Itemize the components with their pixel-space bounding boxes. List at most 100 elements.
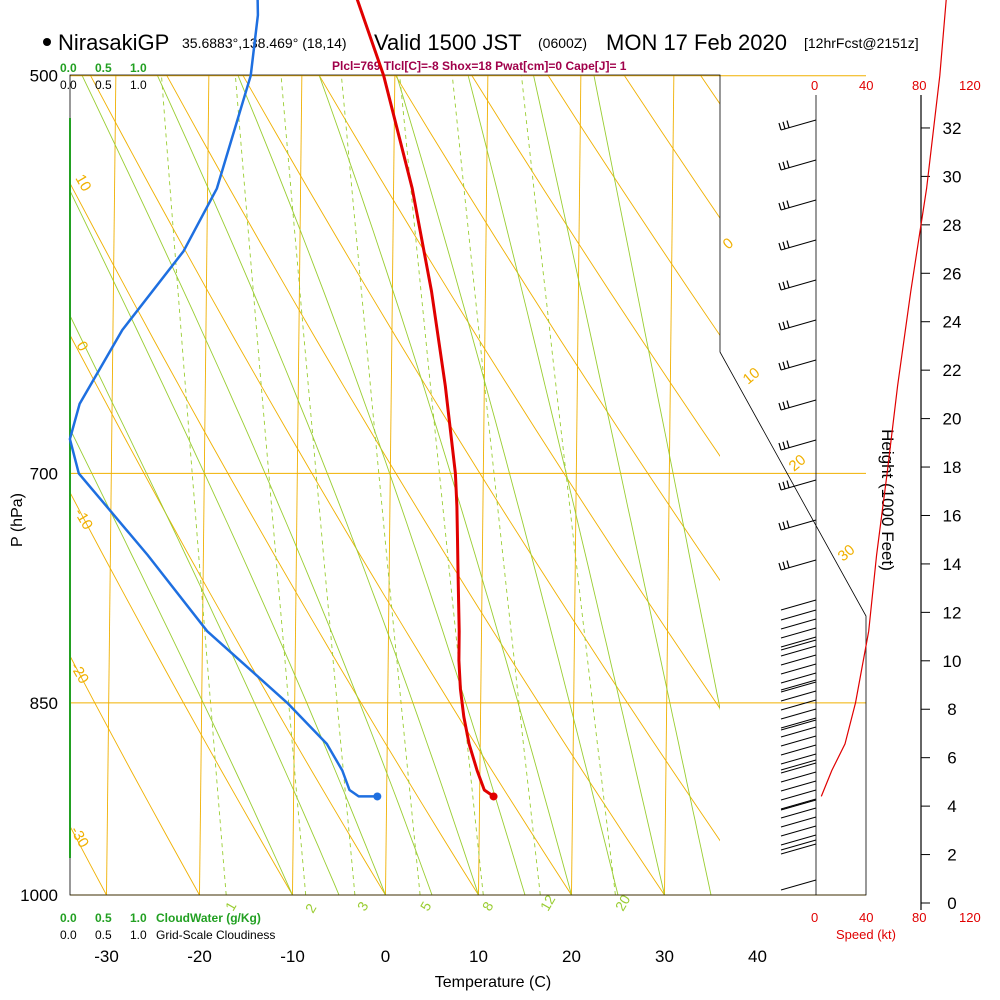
wind-barb (780, 479, 817, 491)
temperature-surface-point (489, 792, 498, 801)
isotherm-label: 20 (786, 451, 810, 475)
dry-adiabat-line (623, 75, 720, 219)
wind-barb (780, 119, 817, 131)
isotherm-line (385, 75, 396, 895)
speed-tick-bottom-0: 0 (811, 910, 818, 925)
wind-barb (780, 599, 817, 611)
height-tick-label: 26 (943, 264, 962, 283)
dry-adiabat-line (70, 334, 386, 895)
isotherm-line (664, 75, 675, 895)
station-coords: 35.6883°,138.469° (18,14) (182, 35, 347, 51)
wind-barb-flag (786, 520, 790, 528)
valid-date: MON 17 Feb 2020 (606, 30, 787, 55)
wind-barb-flag (786, 320, 790, 328)
wind-barb-flag (782, 161, 786, 169)
wind-barb-flag (786, 200, 790, 208)
speed-tick-top-1: 40 (859, 78, 873, 93)
x-tick-label: -10 (280, 947, 305, 966)
height-tick-label: 18 (943, 458, 962, 477)
wind-barb (780, 744, 817, 756)
cloudiness-tick-bottom-2: 1.0 (130, 928, 147, 942)
isotherm-label: 10 (740, 364, 764, 388)
x-tick-label: 30 (655, 947, 674, 966)
cloudwater-label: CloudWater (g/Kg) (156, 911, 261, 925)
cloud-scale-bottom: 0.0 0.5 1.0 CloudWater (g/Kg) 0.0 0.5 1.… (60, 911, 275, 942)
station-marker-icon (43, 38, 51, 46)
moist-adiabat-line (70, 314, 340, 895)
p-tick-label: 500 (30, 67, 58, 86)
wind-barbs (778, 119, 817, 891)
height-tick-label: 32 (943, 119, 962, 138)
moist-adiabat-line (532, 75, 712, 895)
wind-barb (780, 879, 817, 891)
dry-adiabat-line (318, 75, 720, 710)
wind-barb-flag (786, 480, 790, 488)
wind-barb-flag (786, 560, 790, 568)
wind-barb-flag (782, 201, 786, 209)
wind-barb (780, 771, 817, 783)
height-tick-label: 12 (943, 603, 962, 622)
wind-barb-flag (782, 481, 786, 489)
speed-tick-bottom-1: 40 (859, 910, 873, 925)
isotherm-line (292, 75, 303, 895)
wind-barb (780, 159, 817, 171)
wind-speed-scale: 0 40 80 120 0 40 80 120 Speed (kt) (811, 78, 981, 942)
p-tick-label: 700 (30, 464, 58, 483)
moist-adiabat-line (593, 75, 720, 711)
wind-barb-flag (782, 521, 786, 529)
dry-adiabat-line (70, 655, 200, 895)
height-tick-label: 20 (943, 410, 962, 429)
wind-barb-flag (778, 322, 782, 331)
y-axis-title: P (hPa) (9, 493, 26, 547)
wind-barb (780, 825, 817, 837)
wind-barb (780, 699, 817, 711)
wind-barb (780, 519, 817, 531)
wind-barb (780, 199, 817, 211)
x-tick-label: 20 (562, 947, 581, 966)
wind-barb-flag (782, 441, 786, 449)
dry-adiabat-line (70, 825, 107, 895)
x-tick-label: -30 (94, 947, 119, 966)
isotherm-line (106, 75, 117, 895)
p-tick-label: 1000 (20, 886, 58, 905)
x-axis-title: Temperature (C) (435, 974, 551, 991)
wind-barb (780, 672, 817, 684)
wind-barb-flag (786, 440, 790, 448)
mixing-ratio-label: 8 (479, 899, 497, 914)
dry-adiabat-line (394, 75, 720, 582)
moist-adiabat-line (70, 427, 293, 895)
wind-barb-flag (778, 522, 782, 531)
forecast-info: [12hrFcst@2151z] (804, 35, 919, 51)
chart-header: NirasakiGP 35.6883°,138.469° (18,14) Val… (43, 30, 919, 73)
wind-barb-flag (786, 160, 790, 168)
wind-barb (780, 843, 817, 855)
height-tick-label: 8 (947, 700, 956, 719)
isotherm-label: 30 (835, 541, 859, 565)
wind-barb (780, 759, 817, 771)
wind-barb-flag (782, 401, 786, 409)
height-tick-label: 10 (943, 652, 962, 671)
wind-barb-flag (782, 281, 786, 289)
mixing-ratio-label: 5 (417, 899, 435, 914)
wind-barb (780, 681, 817, 693)
cloudwater-tick-bottom-0: 0.0 (60, 911, 77, 925)
wind-barb-flag (778, 362, 782, 371)
wind-barb (780, 679, 817, 691)
wind-barb (780, 735, 817, 747)
wind-barb (780, 663, 817, 675)
cloudwater-tick-top-1: 0.5 (95, 61, 112, 75)
wind-barb-flag (786, 240, 790, 248)
wind-barb-flag (778, 202, 782, 211)
dewpoint-surface-point (373, 792, 382, 801)
moist-adiabat-line (156, 75, 479, 895)
wind-barb (780, 645, 817, 657)
cloudwater-tick-bottom-2: 1.0 (130, 911, 147, 925)
moist-adiabat-line (318, 75, 572, 895)
isotherm-line (14, 0, 33, 895)
x-tick-label: 0 (381, 947, 390, 966)
wind-barb (780, 239, 817, 251)
isotherm-label: -10 (71, 506, 97, 533)
wind-barb (780, 789, 817, 801)
p-tick-label: 850 (30, 694, 58, 713)
speed-tick-bottom-2: 80 (912, 910, 926, 925)
